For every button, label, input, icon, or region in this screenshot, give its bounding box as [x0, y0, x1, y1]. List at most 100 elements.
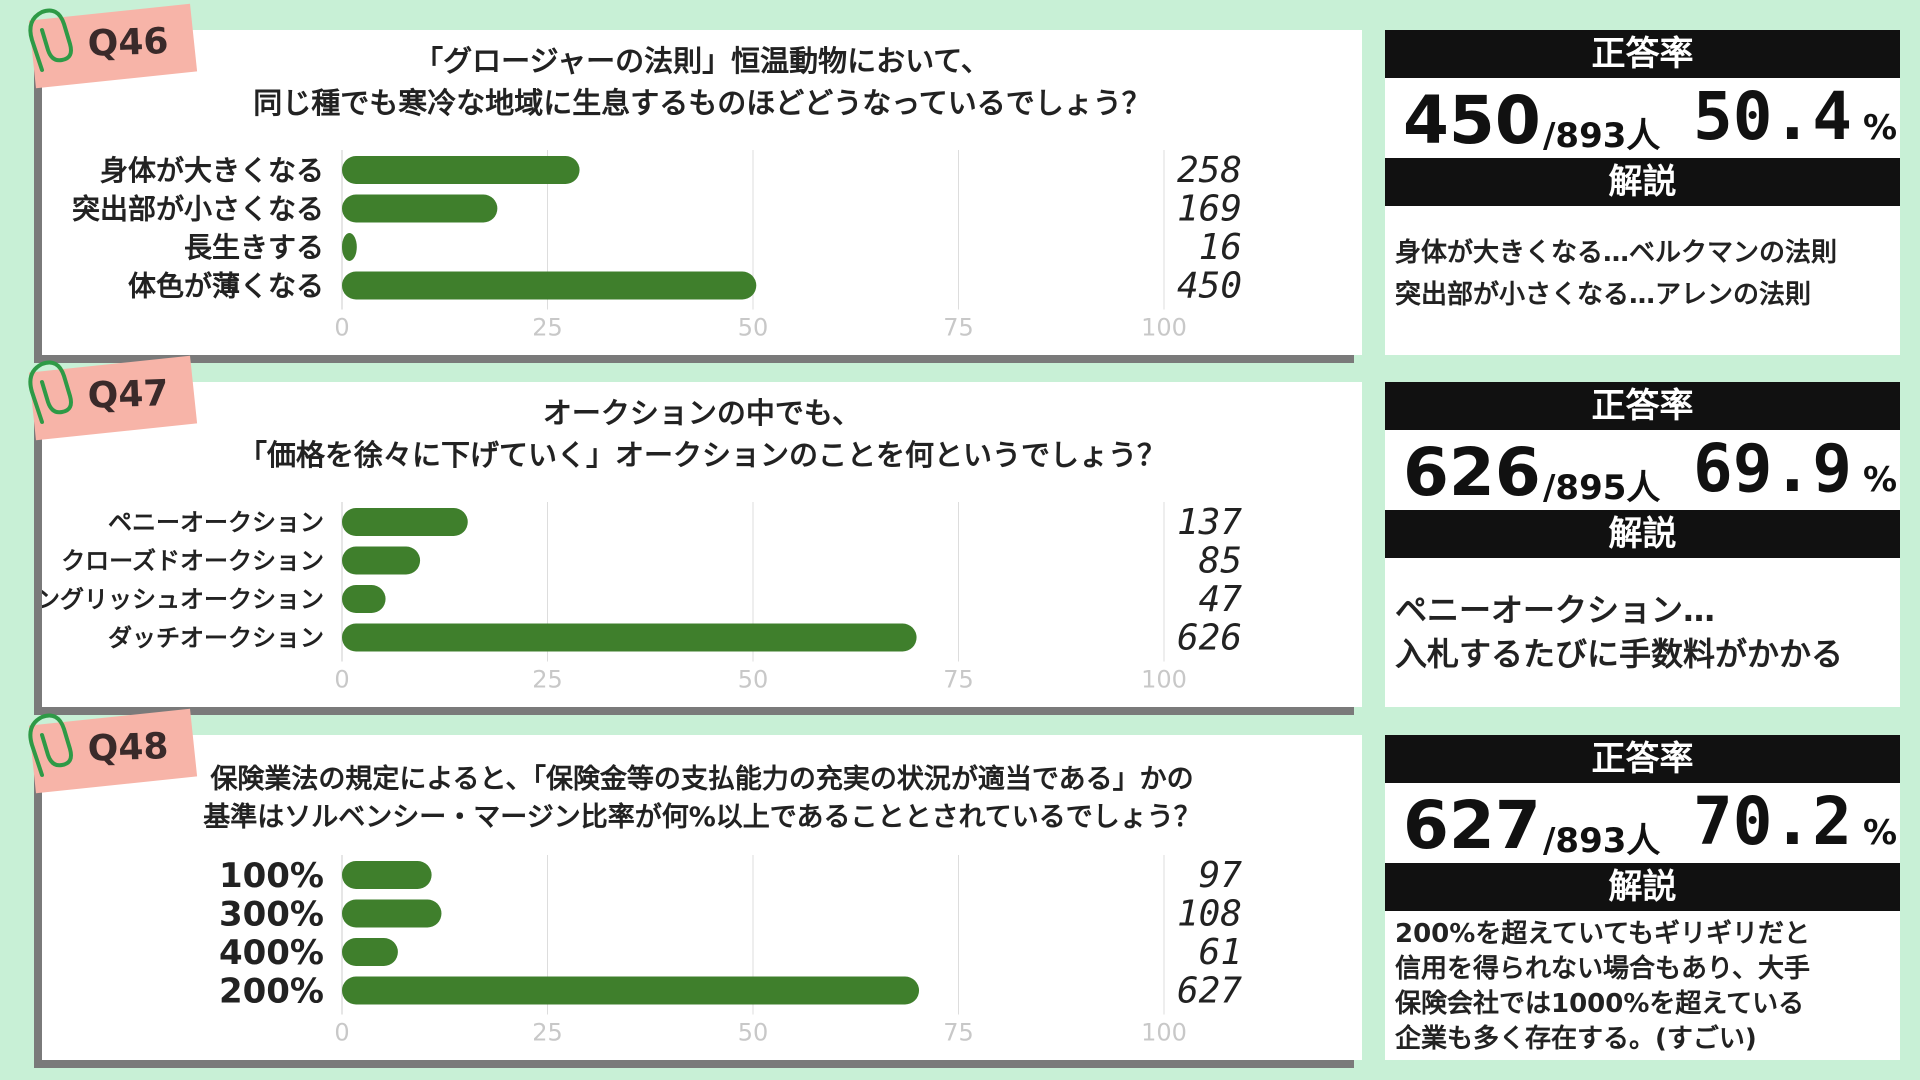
bar	[342, 938, 398, 966]
bar	[342, 623, 917, 652]
correct-rate-score: 626 /895人 69.9 %	[1385, 430, 1900, 511]
bar-chart-q46: 0 25 50 75 100 身体が大きくなる 258 突出部が小さくなる 169 長生きする 16…	[72, 150, 1242, 342]
correct-rate-header: 正答率	[1385, 735, 1900, 783]
explanation-line: ペニーオークション…	[1395, 591, 1716, 629]
correct-rate-header: 正答率	[1385, 382, 1900, 430]
bar	[342, 271, 757, 300]
question-number: Q48	[87, 726, 170, 770]
correct-rate-score: 627 /893人 70.2 %	[1385, 783, 1900, 864]
explanation-header: 解説	[1385, 863, 1900, 911]
total-count: /895人	[1543, 468, 1661, 508]
category-label: 体色が薄くなる	[128, 270, 324, 303]
bar	[342, 546, 421, 575]
paperclip-icon	[28, 713, 73, 777]
x-tick-label: 100	[1141, 1019, 1187, 1047]
category-label: ダッチオークション	[108, 624, 324, 652]
answer-rate-card-q47: 正答率 626 /895人 69.9 % 解説 ペニーオークション… 入札するた…	[1385, 382, 1900, 707]
explanation-text: ペニーオークション… 入札するたびに手数料がかかる	[1385, 558, 1900, 676]
explanation-line: 身体が大きくなる…ベルクマンの法則	[1395, 238, 1838, 268]
explanation-line: 保険会社では1000%を超えている	[1395, 989, 1805, 1019]
category-label: 400%	[219, 933, 324, 973]
question-panel-q48: 保険業法の規定によると、「保険金等の支払能力の充実の状況が適当である」かの 基準…	[42, 735, 1362, 1060]
question-line-1: 「グロージャーの法則」恒温動物において、	[414, 44, 990, 78]
x-tick-label: 25	[532, 314, 563, 342]
answer-rate-card-q48: 正答率 627 /893人 70.2 % 解説 200%を超えていてもギリギリだ…	[1385, 735, 1900, 1060]
value-label: 137	[1177, 502, 1242, 543]
category-label: 身体が大きくなる	[100, 154, 324, 187]
explanation-text: 200%を超えていてもギリギリだと 信用を得られない場合もあり、大手 保険会社で…	[1385, 911, 1900, 1057]
x-tick-label: 50	[738, 1019, 769, 1047]
x-tick-label: 100	[1141, 666, 1187, 694]
bar-chart-q47: 0 25 50 75 100 ペニーオークション 137 クローズドオークション 85 イングリッ…	[42, 502, 1243, 694]
value-label: 258	[1177, 150, 1242, 191]
correct-count: 450	[1403, 82, 1541, 159]
explanation-header: 解説	[1385, 158, 1900, 206]
category-label: イングリッシュオークション	[42, 586, 324, 614]
paperclip-icon	[28, 8, 73, 72]
x-tick-label: 100	[1141, 314, 1187, 342]
value-label: 16	[1199, 227, 1242, 268]
question-text: 保険業法の規定によると、「保険金等の支払能力の充実の状況が適当である」かの 基準…	[42, 761, 1362, 837]
bar-chart-q48: 0 25 50 75 100 100% 97 300% 108 400% 61 200% 627	[219, 855, 1243, 1047]
correct-count: 626	[1403, 434, 1541, 511]
correct-count: 627	[1403, 787, 1541, 864]
paperclip-icon	[28, 360, 73, 424]
category-label: ペニーオークション	[108, 509, 324, 537]
bar	[342, 976, 920, 1005]
total-count: /893人	[1543, 116, 1661, 156]
bar	[342, 156, 580, 184]
x-tick-label: 0	[334, 314, 349, 342]
question-panel-q47: オークションの中でも、 「価格を徐々に下げていく」オークションのことを何というで…	[42, 382, 1362, 707]
explanation-text: 身体が大きくなる…ベルクマンの法則 突出部が小さくなる…アレンの法則	[1385, 206, 1900, 316]
explanation-line: 200%を超えていてもギリギリだと	[1395, 919, 1810, 949]
question-line-2: 同じ種でも寒冷な地域に生息するものほどどうなっているでしょう？	[253, 86, 1151, 120]
question-number: Q46	[87, 21, 170, 65]
category-label: 100%	[219, 856, 324, 896]
value-label: 61	[1199, 932, 1242, 973]
x-tick-label: 25	[532, 666, 563, 694]
explanation-line: 企業も多く存在する。(すごい)	[1395, 1024, 1757, 1054]
value-label: 450	[1177, 266, 1242, 307]
value-label: 108	[1177, 894, 1242, 935]
category-label: クローズドオークション	[61, 547, 324, 575]
bar	[342, 233, 357, 261]
x-tick-label: 75	[943, 1019, 974, 1047]
value-label: 626	[1177, 618, 1242, 659]
question-text: オークションの中でも、 「価格を徐々に下げていく」オークションのことを何というで…	[42, 392, 1362, 476]
value-label: 627	[1177, 971, 1242, 1012]
explanation-header: 解説	[1385, 510, 1900, 558]
question-line-1: オークションの中でも、	[542, 396, 862, 430]
bar	[342, 194, 498, 223]
question-line-2: 「価格を徐々に下げていく」オークションのことを何というでしょう？	[237, 438, 1166, 472]
category-label: 200%	[219, 972, 324, 1012]
question-panel-q46: 「グロージャーの法則」恒温動物において、 同じ種でも寒冷な地域に生息するものほど…	[42, 30, 1362, 355]
correct-percent: 69.9	[1693, 430, 1852, 507]
total-count: /893人	[1543, 821, 1661, 861]
percent-sign: %	[1863, 108, 1898, 148]
question-line-2: 基準はソルベンシー・マージン比率が何%以上であることとされているでしょう？	[203, 802, 1201, 833]
value-label: 47	[1199, 579, 1243, 620]
value-label: 85	[1199, 541, 1242, 582]
bar	[342, 508, 468, 536]
value-label: 97	[1199, 855, 1243, 896]
x-tick-label: 25	[532, 1019, 563, 1047]
bar	[342, 899, 442, 928]
correct-percent: 70.2	[1693, 783, 1852, 860]
percent-sign: %	[1863, 460, 1898, 500]
bar	[342, 861, 432, 889]
correct-percent: 50.4	[1693, 78, 1852, 155]
x-tick-label: 0	[334, 666, 349, 694]
question-line-1: 保険業法の規定によると、「保険金等の支払能力の充実の状況が適当である」かの	[210, 764, 1194, 795]
explanation-line: 突出部が小さくなる…アレンの法則	[1395, 280, 1812, 310]
x-tick-label: 50	[738, 666, 769, 694]
explanation-line: 信用を得られない場合もあり、大手	[1395, 954, 1810, 984]
correct-rate-score: 450 /893人 50.4 %	[1385, 78, 1900, 159]
x-tick-label: 75	[943, 666, 974, 694]
question-text: 「グロージャーの法則」恒温動物において、 同じ種でも寒冷な地域に生息するものほど…	[42, 40, 1362, 124]
answer-rate-card-q46: 正答率 450 /893人 50.4 % 解説 身体が大きくなる…ベルクマンの法…	[1385, 30, 1900, 355]
x-tick-label: 75	[943, 314, 974, 342]
value-label: 169	[1177, 189, 1242, 230]
x-tick-label: 0	[334, 1019, 349, 1047]
explanation-line: 入札するたびに手数料がかかる	[1395, 635, 1844, 673]
bar	[342, 585, 386, 613]
